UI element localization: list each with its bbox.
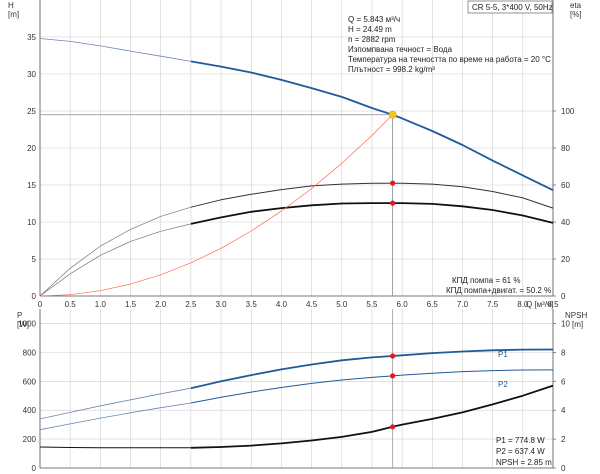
series-eta-pump-line xyxy=(190,182,554,209)
x-tick-label: 0 xyxy=(38,300,43,309)
series-p2-line xyxy=(190,369,554,404)
x-tick-label: 2.0 xyxy=(155,300,167,309)
info-total-efficiency: КПД помпа+двигат. = 50.2 % xyxy=(446,286,551,295)
top-right-axis-unit: [%] xyxy=(570,10,582,19)
series-eta-total-ext-line xyxy=(39,223,191,297)
top-ticks: 0 5 10 15 20 25 30 35 0 20 40 60 80 100 0 0.5 1.0 1.5 2.0 2… xyxy=(27,33,575,309)
y-right-tick-label: 40 xyxy=(561,218,570,227)
y-right-tick-label: 100 xyxy=(561,107,575,116)
x-tick-label: 5.0 xyxy=(336,300,348,309)
top-x-axis-label: Q [м³/ч] xyxy=(526,300,553,309)
duty-point xyxy=(390,180,396,186)
series-eta-pump-ext-line xyxy=(39,206,192,297)
top-left-axis-title: H xyxy=(8,1,14,10)
y-left-tick-label: 600 xyxy=(23,377,37,386)
x-tick-label: 8.5 xyxy=(547,300,559,309)
y-right-tick-label: 10 xyxy=(561,319,570,328)
series-p1-line xyxy=(190,348,554,390)
info-head: H = 24.49 m xyxy=(348,25,392,34)
bottom-right-axis-title: NPSH xyxy=(565,311,587,320)
bottom-grid xyxy=(39,309,554,469)
x-tick-label: 3.5 xyxy=(246,300,258,309)
x-tick-label: 0.5 xyxy=(65,300,77,309)
series-eta-total-line xyxy=(190,202,554,225)
duty-point xyxy=(390,353,396,359)
x-tick-label: 1.5 xyxy=(125,300,137,309)
y-left-tick-label: 10 xyxy=(27,218,36,227)
duty-point xyxy=(390,373,396,379)
y-right-tick-label: 4 xyxy=(561,406,566,415)
x-tick-label: 7.0 xyxy=(457,300,469,309)
info-speed: n = 2882 rpm xyxy=(348,35,396,44)
info-pump-efficiency: КПД помпа = 61 % xyxy=(452,276,520,285)
y-right-tick-label: 2 xyxy=(561,435,566,444)
y-left-tick-label: 35 xyxy=(27,33,36,42)
y-left-tick-label: 400 xyxy=(23,406,37,415)
series-p2-ext-line xyxy=(39,402,191,431)
y-right-tick-label: 80 xyxy=(561,144,570,153)
series-head-line xyxy=(190,60,554,192)
y-left-tick-label: 1000 xyxy=(18,319,36,328)
y-left-tick-label: 20 xyxy=(27,144,36,153)
x-tick-label: 6.5 xyxy=(427,300,439,309)
top-left-axis-unit: [m] xyxy=(8,10,19,19)
title-box-text: CR 5-5, 3*400 V, 50Hz xyxy=(472,3,553,12)
top-series xyxy=(39,38,554,297)
info-p1: P1 = 774.8 W xyxy=(496,436,545,445)
series-head-ext-line xyxy=(39,38,191,62)
x-tick-label: 5.5 xyxy=(366,300,378,309)
info-liquid: Изпомпвана течност = Вода xyxy=(348,45,453,54)
x-tick-label: 3.0 xyxy=(215,300,227,309)
y-right-tick-label: 0 xyxy=(561,292,566,301)
y-right-tick-label: 6 xyxy=(561,377,566,386)
y-left-tick-label: 800 xyxy=(23,348,37,357)
y-left-tick-label: 5 xyxy=(32,255,37,264)
y-left-tick-label: 30 xyxy=(27,70,36,79)
x-tick-label: 4.5 xyxy=(306,300,318,309)
duty-point xyxy=(390,200,396,206)
y-right-tick-label: 20 xyxy=(561,255,570,264)
series-label-p2: P2 xyxy=(498,380,508,389)
bottom-series xyxy=(39,309,554,468)
bottom-left-axis-unit: [W] xyxy=(17,320,29,329)
operating-point xyxy=(388,110,397,119)
info-npsh: NPSH = 2.85 m xyxy=(496,458,552,467)
info-p2: P2 = 637.4 W xyxy=(496,447,545,456)
series-system-line xyxy=(39,114,393,297)
title-box xyxy=(467,0,553,14)
info-temperature: Температура на течността по време на раб… xyxy=(348,55,551,64)
info-flow: Q = 5.843 м³/ч xyxy=(348,15,400,24)
x-tick-label: 1.0 xyxy=(95,300,107,309)
y-left-tick-label: 25 xyxy=(27,107,36,116)
series-npsh-ext-line xyxy=(39,446,191,449)
top-right-axis-title: eta xyxy=(570,1,582,10)
bottom-left-axis-title: P xyxy=(17,311,22,320)
duty-point xyxy=(390,424,396,430)
series-npsh-line xyxy=(190,384,554,449)
bottom-right-axis-unit: [m] xyxy=(572,320,583,329)
x-tick-label: 7.5 xyxy=(487,300,499,309)
x-tick-label: 6.0 xyxy=(397,300,409,309)
series-p1-ext-line xyxy=(39,387,191,420)
x-tick-label: 8.0 xyxy=(517,300,529,309)
bottom-points xyxy=(390,353,396,430)
series-label-p1: P1 xyxy=(498,350,508,359)
x-tick-label: 4.0 xyxy=(276,300,288,309)
y-right-tick-label: 60 xyxy=(561,181,570,190)
y-left-tick-label: 0 xyxy=(32,464,37,473)
y-left-tick-label: 200 xyxy=(23,435,37,444)
y-left-tick-label: 15 xyxy=(27,181,36,190)
y-right-tick-label: 0 xyxy=(561,464,566,473)
y-left-tick-label: 0 xyxy=(32,292,37,301)
y-right-tick-label: 8 xyxy=(561,348,566,357)
bottom-ticks: 0 200 400 600 800 1000 0 2 4 6 8 10 xyxy=(18,319,570,473)
x-tick-label: 2.5 xyxy=(185,300,197,309)
info-density: Плътност = 998.2 kg/m³ xyxy=(348,65,435,74)
top-points xyxy=(388,110,397,206)
